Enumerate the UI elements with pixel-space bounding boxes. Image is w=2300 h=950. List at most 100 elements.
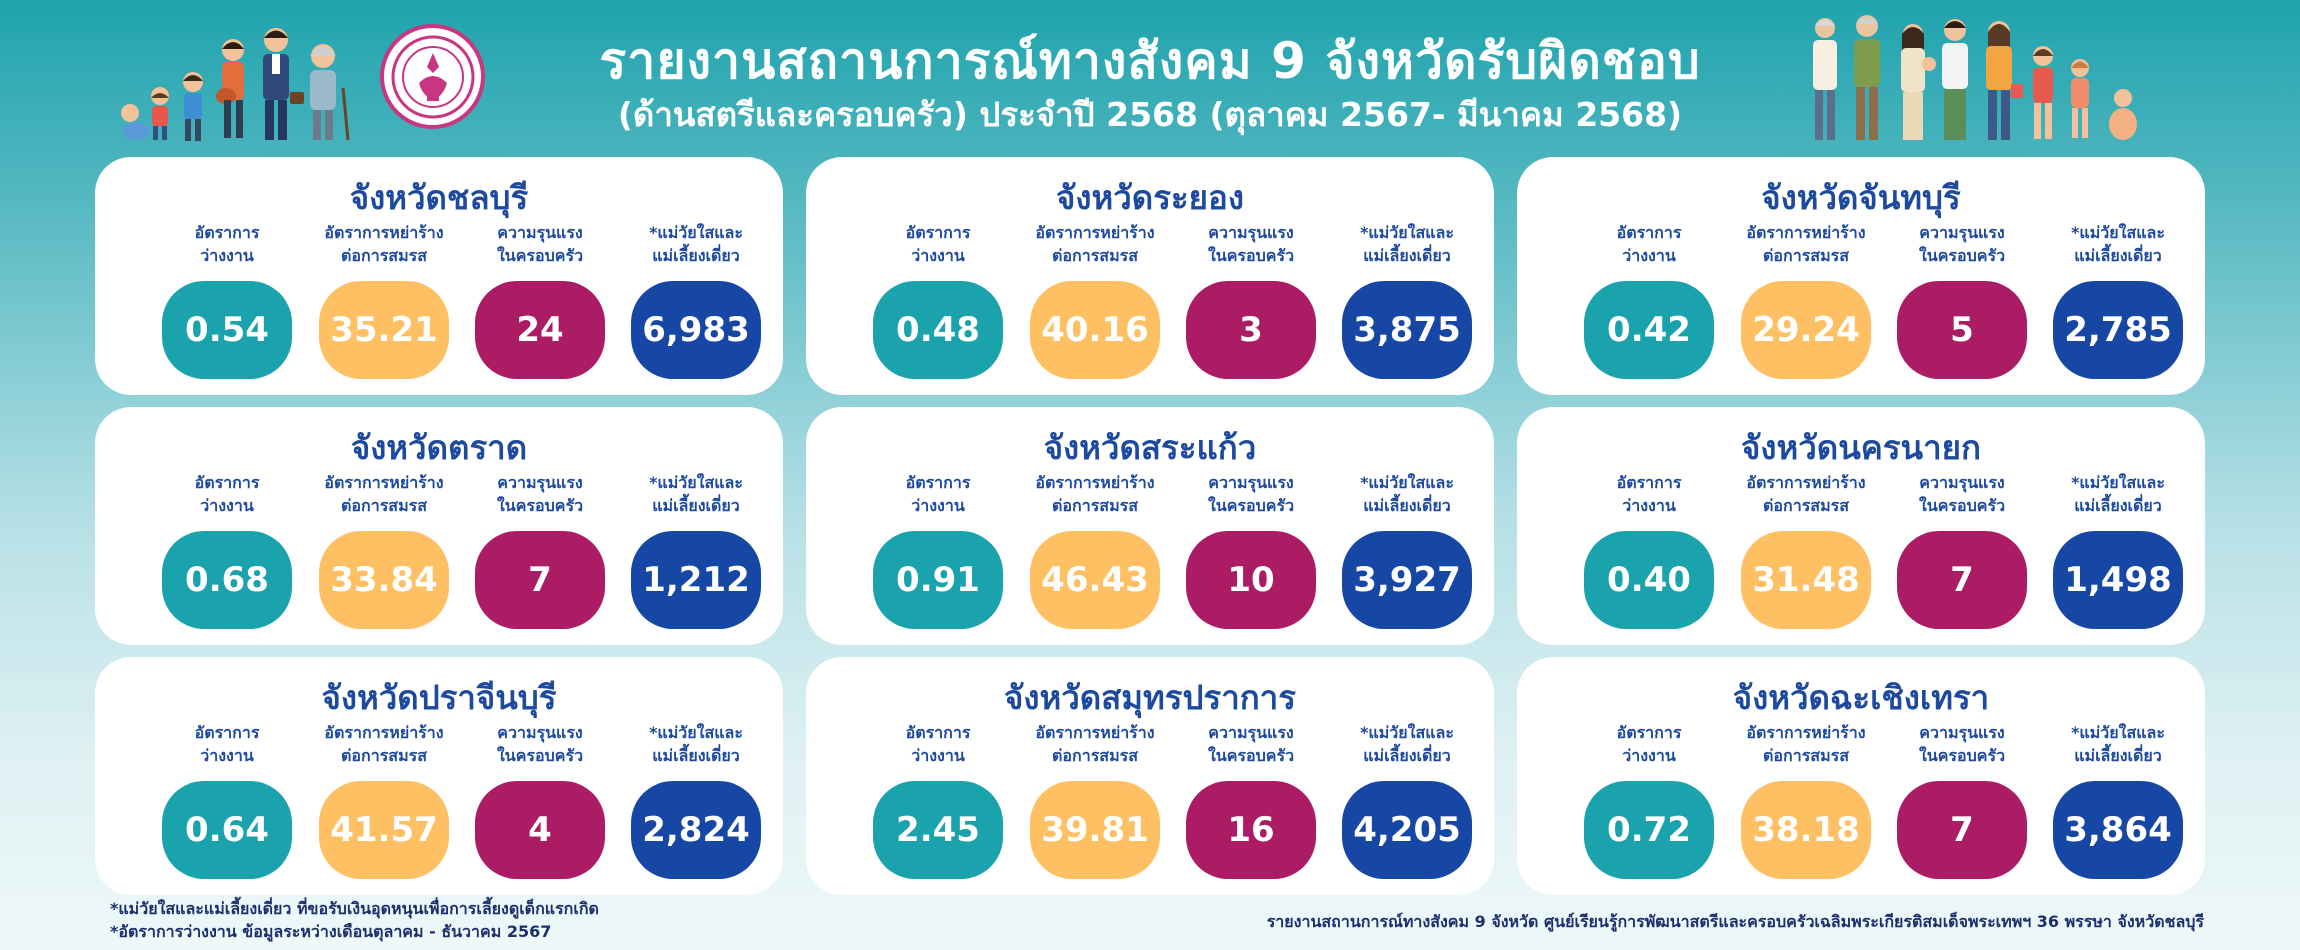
unemployment-label: อัตราการว่างงาน: [1571, 471, 1727, 517]
teen-single-mothers-label: *แม่วัยใสและ แม่เลี้ยงเดี่ยว: [1329, 221, 1485, 267]
footnotes: *แม่วัยใสและแม่เลี้ยงเดี่ยว ที่ขอรับเงิน…: [110, 897, 599, 943]
domestic-violence-label-line: ความรุนแรง: [1919, 723, 2005, 742]
domestic-violence-value: 4: [475, 781, 605, 879]
unemployment-metric: อัตราการ ว่างงาน 0.64: [149, 721, 305, 881]
province-card: จังหวัดสมุทรปราการ อัตราการ ว่างงาน 2.45 อัต…: [806, 657, 1494, 895]
unemployment-label-line: ว่างงาน: [911, 746, 965, 765]
teen-single-mothers-label-line: แม่เลี้ยงเดี่ยว: [652, 246, 740, 265]
page-title: รายงานสถานการณ์ทางสังคม 9 จังหวัดรับผิดช…: [599, 32, 1701, 90]
divorce-rate-label-line: อัตราการหย่าร้าง: [1035, 223, 1155, 242]
province-card: จังหวัดตราด อัตราการ ว่างงาน 0.68 อัตราการหย…: [95, 407, 783, 645]
teen-single-mothers-value: 4,205: [1342, 781, 1472, 879]
domestic-violence-label-line: ในครอบครัว: [496, 496, 584, 515]
province-card: จังหวัดนครนายกอัตราการว่างงาน 0.40 อัตรากา…: [1517, 407, 2205, 645]
divorce-rate-label: อัตราการหย่าร้าง ต่อการสมรส: [1017, 721, 1173, 767]
divorce-rate-label-line: ต่อการสมรส: [341, 746, 427, 765]
diverse-people-illustration: [1813, 15, 2137, 140]
domestic-violence-label: ความรุนแรง ในครอบครัว: [1884, 471, 2040, 517]
divorce-rate-label-line: ต่อการสมรส: [341, 496, 427, 515]
divorce-rate-metric: อัตราการหย่าร้าง ต่อการสมรส 33.84: [306, 471, 462, 631]
teen-single-mothers-label: *แม่วัยใสและแม่เลี้ยงเดี่ยว: [618, 221, 774, 267]
divorce-rate-label: อัตราการหย่าร้าง ต่อการสมรส: [1728, 721, 1884, 767]
unemployment-label: อัตราการ ว่างงาน: [149, 721, 305, 767]
divorce-rate-label: อัตราการหย่าร้าง ต่อการสมรส: [306, 221, 462, 267]
divorce-rate-label-line: อัตราการหย่าร้าง: [324, 473, 444, 492]
teen-single-mothers-value: 2,824: [631, 781, 761, 879]
teen-single-mothers-metric: *แม่วัยใสและ แม่เลี้ยงเดี่ยว 3,864: [2040, 721, 2196, 881]
domestic-violence-value: 7: [1897, 531, 2027, 629]
province-name: จังหวัดสมุทรปราการ: [1004, 678, 1296, 717]
divorce-rate-label-line: ต่อการสมรส: [1763, 246, 1849, 265]
unemployment-label-line: ว่างงาน: [1622, 246, 1676, 265]
unemployment-value: 0.91: [873, 531, 1003, 629]
domestic-violence-value: 3: [1186, 281, 1316, 379]
province-name: จังหวัดปราจีนบุรี: [321, 678, 557, 717]
unemployment-value: 0.72: [1584, 781, 1714, 879]
unemployment-label: อัตราการ ว่างงาน: [860, 221, 1016, 267]
domestic-violence-label-line: ในครอบครัว: [1918, 246, 2006, 265]
domestic-violence-label-line: ในครอบครัว: [496, 746, 584, 765]
teen-single-mothers-label-line: แม่เลี้ยงเดี่ยว: [2074, 246, 2162, 265]
unemployment-label-line: อัตราการ: [1616, 723, 1682, 742]
domestic-violence-label-line: ในครอบครัว: [1207, 496, 1295, 515]
province-name: จังหวัดจันทบุรี: [1761, 178, 1961, 217]
unemployment-value: 0.64: [162, 781, 292, 879]
unemployment-label-line: อัตราการ: [1616, 473, 1682, 492]
unemployment-metric: อัตราการ ว่างงาน 0.42: [1571, 221, 1727, 381]
footnote-unemployment: *อัตราการว่างงาน ข้อมูลระหว่างเดือนตุลาค…: [110, 922, 552, 941]
unemployment-value: 0.40: [1584, 531, 1714, 629]
divorce-rate-value: 38.18: [1741, 781, 1871, 879]
teen-single-mothers-label-line: *แม่วัยใสและ: [2071, 723, 2165, 742]
domestic-violence-metric: ความรุนแรง ในครอบครัว 5: [1884, 221, 2040, 381]
domestic-violence-label-line: ในครอบครัว: [1207, 246, 1295, 265]
unemployment-value: 0.42: [1584, 281, 1714, 379]
province-card: จังหวัดฉะเชิงเทรา อัตราการ ว่างงาน 0.72 อัตร…: [1517, 657, 2205, 895]
teen-single-mothers-label: *แม่วัยใสและ แม่เลี้ยงเดี่ยว: [2040, 221, 2196, 267]
teen-single-mothers-value: 3,875: [1342, 281, 1472, 379]
unemployment-label-line: ว่างงาน: [200, 746, 254, 765]
teen-single-mothers-label-line: แม่เลี้ยงเดี่ยว: [2074, 496, 2162, 515]
teen-single-mothers-label-line: *แม่วัยใสและ: [1360, 473, 1454, 492]
divorce-rate-metric: อัตราการหย่าร้าง ต่อการสมรส 38.18: [1728, 721, 1884, 881]
unemployment-label-line: อัตราการ: [905, 473, 971, 492]
teen-single-mothers-label: *แม่วัยใสและ แม่เลี้ยงเดี่ยว: [1329, 721, 1485, 767]
unemployment-metric: อัตราการว่างงาน 0.91: [860, 471, 1016, 631]
family-generations-illustration: [121, 28, 350, 141]
unemployment-label-line: อัตราการ: [905, 723, 971, 742]
domestic-violence-metric: ความรุนแรง ในครอบครัว 24: [462, 221, 618, 381]
domestic-violence-label: ความรุนแรง ในครอบครัว: [1173, 721, 1329, 767]
domestic-violence-label-line: ในครอบครัว: [1207, 746, 1295, 765]
domestic-violence-label-line: ในครอบครัว: [1918, 746, 2006, 765]
teen-single-mothers-value: 1,498: [2053, 531, 2183, 629]
unemployment-label-line: ว่างงาน: [1622, 496, 1676, 515]
unemployment-label-line: ว่างงาน: [911, 246, 965, 265]
header: รายงานสถานการณ์ทางสังคม 9 จังหวัดรับผิดช…: [0, 0, 2300, 150]
teen-single-mothers-metric: *แม่วัยใสและแม่เลี้ยงเดี่ยว 2,824: [618, 721, 774, 881]
domestic-violence-label-line: ความรุนแรง: [1208, 473, 1294, 492]
teen-single-mothers-metric: *แม่วัยใสและ แม่เลี้ยงเดี่ยว 2,785: [2040, 221, 2196, 381]
teen-single-mothers-label-line: แม่เลี้ยงเดี่ยว: [1363, 746, 1451, 765]
teen-single-mothers-label: *แม่วัยใสและแม่เลี้ยงเดี่ยว: [618, 721, 774, 767]
teen-single-mothers-label-line: แม่เลี้ยงเดี่ยว: [652, 746, 740, 765]
divorce-rate-metric: อัตราการหย่าร้าง ต่อการสมรส 46.43: [1017, 471, 1173, 631]
unemployment-label-line: ว่างงาน: [911, 496, 965, 515]
province-name: จังหวัดตราด: [350, 428, 528, 467]
domestic-violence-value: 16: [1186, 781, 1316, 879]
domestic-violence-metric: ความรุนแรง ในครอบครัว 7: [1884, 721, 2040, 881]
teen-single-mothers-label-line: *แม่วัยใสและ: [1360, 223, 1454, 242]
department-seal-icon: [380, 24, 485, 129]
province-name: จังหวัดนครนายก: [1741, 428, 1981, 467]
teen-single-mothers-label-line: *แม่วัยใสและ: [649, 723, 743, 742]
unemployment-label-line: อัตราการ: [194, 223, 260, 242]
province-name: จังหวัดสระแก้ว: [1043, 428, 1257, 467]
domestic-violence-metric: ความรุนแรง ในครอบครัว 4: [462, 721, 618, 881]
teen-single-mothers-label-line: *แม่วัยใสและ: [649, 223, 743, 242]
domestic-violence-label-line: ในครอบครัว: [1918, 496, 2006, 515]
footnote-mothers: *แม่วัยใสและแม่เลี้ยงเดี่ยว ที่ขอรับเงิน…: [110, 899, 599, 918]
teen-single-mothers-metric: *แม่วัยใสและ แม่เลี้ยงเดี่ยว 3,927: [1329, 471, 1485, 631]
teen-single-mothers-label: *แม่วัยใสและ แม่เลี้ยงเดี่ยว: [2040, 721, 2196, 767]
unemployment-label: อัตราการ ว่างงาน: [1571, 221, 1727, 267]
domestic-violence-value: 24: [475, 281, 605, 379]
teen-single-mothers-label: *แม่วัยใสและ แม่เลี้ยงเดี่ยว: [2040, 471, 2196, 517]
teen-single-mothers-label-line: แม่เลี้ยงเดี่ยว: [652, 496, 740, 515]
